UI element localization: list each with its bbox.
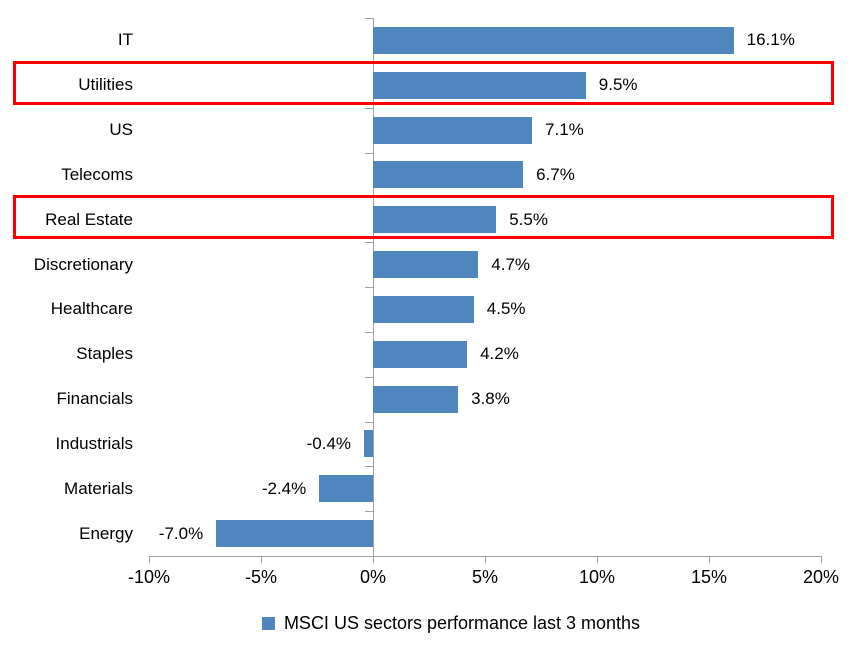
value-label-staples: 4.2%: [480, 344, 519, 364]
x-axis-tick: [597, 556, 598, 563]
x-axis-tick-label: 5%: [471, 567, 498, 587]
bar-us: [373, 116, 533, 144]
category-label-staples: Staples: [76, 344, 133, 364]
y-axis-tick: [365, 287, 374, 288]
value-label-utilities: 9.5%: [598, 75, 638, 95]
chart-legend: MSCI US sectors performance last 3 month…: [50, 611, 852, 635]
y-axis-tick: [365, 422, 374, 423]
y-axis-tick: [365, 63, 374, 64]
bar-staples: [373, 340, 468, 368]
category-label-real-estate: Real Estate: [45, 209, 133, 229]
x-axis-tick: [373, 556, 374, 563]
value-label-financials: 3.8%: [471, 389, 510, 409]
bar-industrials: [364, 430, 373, 458]
x-axis-tick: [709, 556, 710, 563]
y-axis-tick: [365, 197, 374, 198]
value-label-it: 16.1%: [746, 30, 795, 50]
value-label-industrials: -0.4%: [306, 433, 352, 453]
x-axis-tick: [485, 556, 486, 563]
x-axis-tick: [149, 556, 150, 563]
category-label-industrials: Industrials: [55, 433, 133, 453]
bar-discretionary: [373, 251, 479, 279]
y-axis-tick: [365, 511, 374, 512]
x-axis-tick-label: 0%: [359, 567, 386, 587]
value-label-us: 7.1%: [545, 120, 584, 140]
x-axis-tick: [821, 556, 822, 563]
value-label-healthcare: 4.5%: [486, 299, 526, 319]
category-label-financials: Financials: [56, 389, 133, 409]
category-label-it: IT: [117, 30, 133, 50]
y-axis-tick: [365, 108, 374, 109]
x-axis-tick-label: 10%: [578, 567, 616, 587]
category-label-us: US: [109, 120, 133, 140]
y-axis-tick: [365, 153, 374, 154]
x-axis-tick-label: -10%: [127, 567, 171, 587]
y-axis-tick: [365, 466, 374, 467]
bar-materials: [319, 475, 373, 503]
bar-healthcare: [373, 295, 474, 323]
category-label-discretionary: Discretionary: [33, 254, 133, 274]
x-axis-tick-label: -5%: [244, 567, 277, 587]
legend-swatch-icon: [261, 616, 275, 630]
y-axis-tick: [365, 332, 374, 333]
category-label-materials: Materials: [64, 478, 133, 498]
value-label-energy: -7.0%: [158, 523, 204, 543]
value-label-telecoms: 6.7%: [536, 164, 575, 184]
bar-it: [373, 26, 734, 54]
category-label-healthcare: Healthcare: [50, 299, 133, 319]
bar-financials: [373, 385, 459, 413]
value-label-real-estate: 5.5%: [509, 209, 548, 229]
legend-label: MSCI US sectors performance last 3 month…: [283, 613, 641, 633]
bar-energy: [216, 520, 373, 548]
y-axis-tick: [365, 377, 374, 378]
x-axis-tick: [261, 556, 262, 563]
category-label-energy: Energy: [79, 523, 133, 543]
category-label-telecoms: Telecoms: [61, 164, 133, 184]
y-axis-tick: [365, 18, 374, 19]
value-label-discretionary: 4.7%: [491, 254, 531, 274]
bar-utilities: [373, 71, 586, 99]
bar-real-estate: [373, 206, 497, 234]
x-axis-tick-label: 20%: [802, 567, 840, 587]
y-axis-tick: [365, 242, 374, 243]
x-axis-tick-label: 15%: [690, 567, 728, 587]
value-label-materials: -2.4%: [261, 478, 307, 498]
bar-telecoms: [373, 161, 524, 189]
category-label-utilities: Utilities: [78, 75, 133, 95]
